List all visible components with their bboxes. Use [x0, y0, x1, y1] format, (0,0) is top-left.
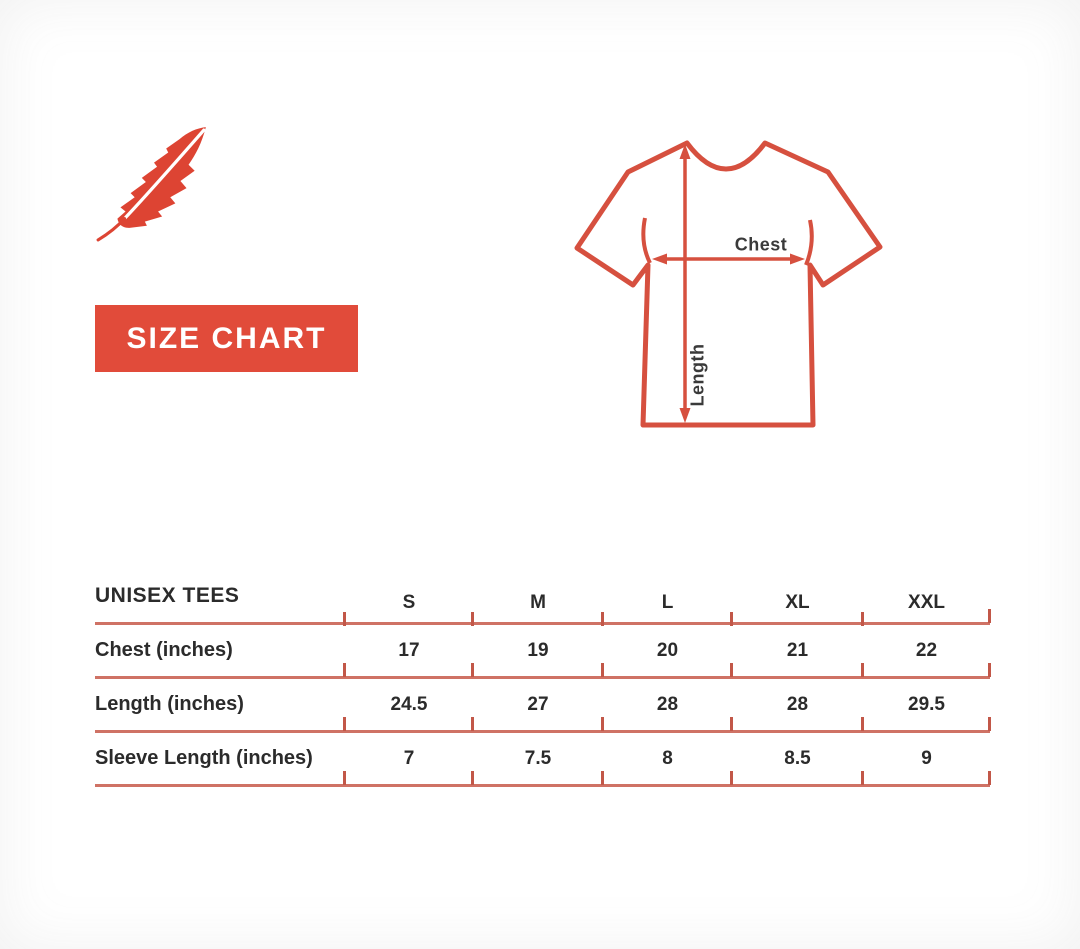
tshirt-outline-icon — [574, 140, 883, 428]
size-value: 20 — [601, 625, 732, 677]
size-value: 22 — [861, 625, 990, 677]
column-header-xxl: XXL — [861, 581, 990, 626]
table-row-chest: Chest (inches) 17 19 20 21 22 — [95, 625, 991, 679]
size-chart-title: SIZE CHART — [126, 321, 327, 355]
size-value: 27 — [471, 679, 603, 731]
size-value: 24.5 — [343, 679, 473, 731]
size-value: 28 — [601, 679, 732, 731]
size-value: 29.5 — [861, 679, 990, 731]
row-label: Chest (inches) — [95, 639, 233, 661]
row-label: Sleeve Length (inches) — [95, 747, 313, 769]
tshirt-measurement-diagram: Chest Length — [555, 123, 1000, 445]
size-table-header-row: UNISEX TEES S M L XL XXL — [95, 578, 991, 626]
size-value: 7 — [343, 733, 473, 785]
chest-measure-label: Chest — [734, 234, 788, 255]
size-value: 19 — [471, 625, 603, 677]
tshirt-body-outline — [574, 140, 883, 428]
length-measure-label: Length — [687, 343, 708, 407]
size-value: 17 — [343, 625, 473, 677]
column-header-xl: XL — [730, 581, 863, 626]
length-arrow — [679, 144, 691, 423]
size-value: 7.5 — [471, 733, 603, 785]
feather-logo-icon — [96, 127, 206, 242]
size-chart-banner: SIZE CHART — [95, 305, 358, 372]
row-label: Length (inches) — [95, 693, 244, 715]
column-header-l: L — [601, 581, 732, 626]
table-corner-header: UNISEX TEES — [95, 584, 240, 607]
size-value: 21 — [730, 625, 863, 677]
chest-arrow — [652, 253, 805, 265]
column-header-m: M — [471, 581, 603, 626]
size-value: 8 — [601, 733, 732, 785]
table-row-length: Length (inches) 24.5 27 28 28 29.5 — [95, 679, 991, 733]
column-header-s: S — [343, 581, 473, 626]
size-table: UNISEX TEES S M L XL XXL Chest (inches) … — [95, 578, 991, 787]
table-row-sleeve: Sleeve Length (inches) 7 7.5 8 8.5 9 — [95, 733, 991, 787]
size-value: 8.5 — [730, 733, 863, 785]
size-value: 9 — [861, 733, 990, 785]
size-value: 28 — [730, 679, 863, 731]
